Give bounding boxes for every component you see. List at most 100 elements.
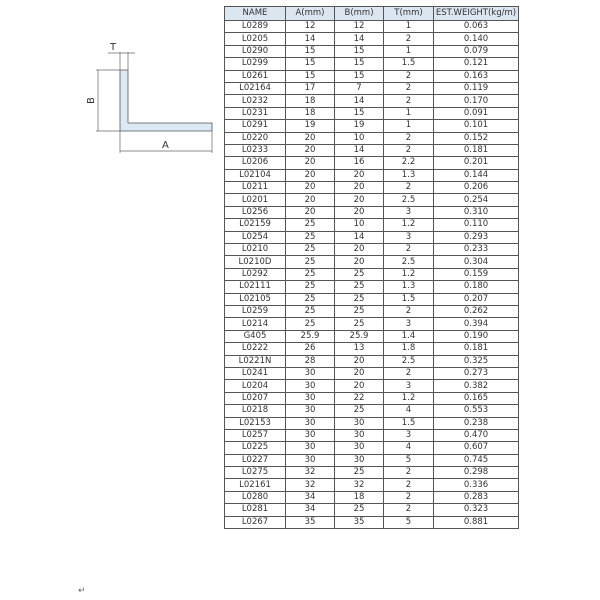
table-cell: 2 [383, 69, 434, 83]
table-row: L0261 15 15 2 0.163 [224, 69, 519, 83]
table-row: L02153 30 30 1.5 0.238 [224, 416, 519, 430]
table-cell: 20 [334, 379, 384, 393]
table-cell: 15 [334, 69, 384, 83]
table-cell: 20 [334, 255, 384, 269]
table-cell: 30 [285, 366, 335, 381]
table-cell: 2 [383, 478, 434, 492]
table-cell: L0292 [224, 267, 286, 282]
table-cell: 25 [285, 218, 335, 232]
table-row: L0280 34 18 2 0.283 [224, 490, 519, 505]
table-cell: 0.283 [433, 490, 519, 505]
table-cell: 32 [285, 478, 335, 492]
label-t: T [109, 42, 117, 53]
table-row: L0210D 25 20 2.5 0.304 [224, 255, 519, 269]
table-cell: 20 [334, 181, 384, 195]
table-cell: 25 [334, 304, 384, 319]
table-row: L0292 25 25 1.2 0.159 [224, 267, 519, 282]
table-cell: 20 [285, 193, 335, 207]
table-cell: 18 [334, 490, 384, 505]
table-row: L0232 18 14 2 0.170 [224, 94, 519, 108]
table-cell: L0289 [224, 19, 286, 34]
table-cell: L02161 [224, 478, 286, 492]
table-cell: 1.5 [383, 57, 434, 71]
table-row: L0290 15 15 1 0.079 [224, 44, 519, 59]
table-cell: 15 [285, 57, 335, 71]
table-cell: 25.9 [285, 329, 335, 344]
table-row: L02105 25 25 1.5 0.207 [224, 292, 519, 307]
table-cell: 0.607 [433, 441, 519, 455]
table-cell: 0.163 [433, 69, 519, 83]
table-cell: 0.144 [433, 168, 519, 183]
table-row: L0257 30 30 3 0.470 [224, 428, 519, 443]
table-cell: 22 [334, 391, 384, 406]
table-cell: 32 [285, 466, 335, 480]
table-cell: 14 [334, 94, 384, 108]
table-cell: 1.3 [383, 168, 434, 183]
table-cell: G405 [224, 329, 286, 344]
table-cell: 15 [334, 44, 384, 59]
table-row: L0275 32 25 2 0.298 [224, 466, 519, 480]
table-header-row: NAME A(mm) B(mm) T(mm) EST.WEIGHT(kg/m) [224, 6, 519, 21]
table-cell: 2 [383, 94, 434, 108]
table-cell: 0.159 [433, 267, 519, 282]
dimension-lines [96, 52, 213, 153]
table-row: L0299 15 15 1.5 0.121 [224, 57, 519, 71]
table-cell: 0.181 [433, 143, 519, 158]
table-row: L02161 32 32 2 0.336 [224, 478, 519, 492]
table-cell: 13 [334, 342, 384, 356]
table-cell: 32 [334, 478, 384, 492]
table-cell: L0210 [224, 243, 286, 257]
table-cell: 30 [334, 441, 384, 455]
table-cell: 30 [285, 404, 335, 418]
table-cell: L0225 [224, 441, 286, 455]
table-cell: L0211 [224, 181, 286, 195]
table-cell: L0275 [224, 466, 286, 480]
table-cell: 0.394 [433, 317, 519, 331]
table-cell: 0.119 [433, 81, 519, 96]
table-cell: 20 [334, 205, 384, 220]
table-cell: 18 [285, 94, 335, 108]
table-cell: 3 [383, 205, 434, 220]
table-cell: L0259 [224, 304, 286, 319]
table-cell: L02164 [224, 81, 286, 96]
table-cell: 5 [383, 453, 434, 468]
table-cell: 1.5 [383, 292, 434, 307]
table-cell: 20 [334, 354, 384, 368]
table-cell: 2 [383, 490, 434, 505]
table-row: L0231 18 15 1 0.091 [224, 106, 519, 121]
table-cell: 0.262 [433, 304, 519, 319]
table-row: L0289 12 12 1 0.063 [224, 19, 519, 34]
table-cell: 0.140 [433, 32, 519, 46]
table-cell: 0.553 [433, 404, 519, 418]
table-cell: L02105 [224, 292, 286, 307]
table-cell: 1.2 [383, 218, 434, 232]
table-row: L0201 20 20 2.5 0.254 [224, 193, 519, 207]
table-cell: 2 [383, 143, 434, 158]
table-cell: 4 [383, 404, 434, 418]
table-cell: 3 [383, 379, 434, 393]
table-row: L0211 20 20 2 0.206 [224, 181, 519, 195]
table-cell: 30 [285, 416, 335, 430]
table-cell: 2.5 [383, 255, 434, 269]
table-cell: 20 [285, 168, 335, 183]
table-cell: 12 [334, 19, 384, 34]
table-cell: 25 [334, 503, 384, 517]
table-cell: 10 [334, 131, 384, 145]
table-cell: L0207 [224, 391, 286, 406]
angle-spec-table: NAME A(mm) B(mm) T(mm) EST.WEIGHT(kg/m) L028… [224, 6, 519, 530]
table-cell: 34 [285, 503, 335, 517]
table-cell: L02111 [224, 280, 286, 294]
table-cell: 25 [285, 243, 335, 257]
table-row: L0254 25 14 3 0.293 [224, 230, 519, 245]
column-header: EST.WEIGHT(kg/m) [433, 6, 519, 21]
table-cell: L0206 [224, 156, 286, 170]
table-cell: L0299 [224, 57, 286, 71]
table-cell: 14 [334, 32, 384, 46]
table-cell: 2.2 [383, 156, 434, 170]
table-cell: 1.2 [383, 391, 434, 406]
table-cell: 0.470 [433, 428, 519, 443]
table-cell: 0.091 [433, 106, 519, 121]
table-cell: 30 [285, 391, 335, 406]
table-row: L02111 25 25 1.3 0.180 [224, 280, 519, 294]
column-header: NAME [224, 6, 286, 21]
